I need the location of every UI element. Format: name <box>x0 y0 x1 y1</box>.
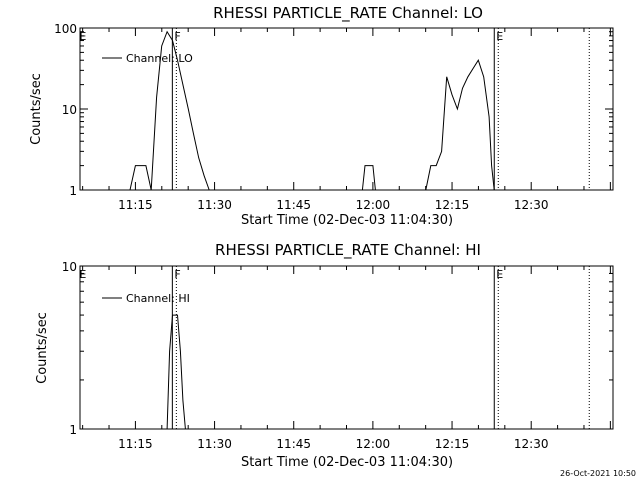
panel-lo-legend: Channel: LO <box>102 52 193 65</box>
panel-lo-y-axis-label: Counts/sec <box>29 73 44 145</box>
panel-hi-plot-frame <box>79 265 614 430</box>
hi-y-tick-label: 10 <box>62 260 77 274</box>
panel-hi-x-axis-label: Start Time (02-Dec-03 11:04:30) <box>241 455 453 470</box>
lo-series-segment <box>129 30 210 191</box>
hi-x-tick-label: 12:30 <box>514 437 549 451</box>
lo-flag-label: E <box>79 30 86 43</box>
hi-x-tick-label: 12:15 <box>435 437 470 451</box>
panel-hi-title: RHESSI PARTICLE_RATE Channel: HI <box>215 241 481 260</box>
lo-x-tick-label: 11:15 <box>118 198 153 212</box>
panel-hi-series <box>166 314 186 430</box>
lo-y-tick-label: 10 <box>62 103 77 117</box>
lo-x-tick-label: 12:15 <box>435 198 470 212</box>
hi-flag-label: E <box>79 268 86 281</box>
lo-x-tick-label: 11:45 <box>276 198 311 212</box>
lo-x-tick-label: 12:00 <box>356 198 391 212</box>
panel-hi: RHESSI PARTICLE_RATE Channel: HI 1 10 11:… <box>35 241 614 470</box>
lo-flag-label: F <box>174 30 180 43</box>
lo-y-tick-label: 100 <box>54 22 77 36</box>
panel-hi-y-axis-label: Counts/sec <box>35 312 50 384</box>
panel-hi-legend: Channel: HI <box>102 292 190 305</box>
lo-x-tick-label: 12:30 <box>514 198 549 212</box>
lo-series-segment <box>361 165 376 191</box>
lo-flag-label: E <box>496 30 503 43</box>
panel-lo-x-ticks: 11:15 11:30 11:45 12:00 12:15 12:30 <box>82 28 611 212</box>
panel-hi-y-ticks: 1 10 <box>62 260 613 437</box>
hi-series-segment <box>166 314 186 430</box>
panel-lo-title: RHESSI PARTICLE_RATE Channel: LO <box>213 4 483 23</box>
lo-series-segment <box>425 59 495 191</box>
hi-flag-label: F <box>174 268 180 281</box>
panel-hi-legend-label: Channel: HI <box>126 292 190 305</box>
footer-timestamp: 26-Oct-2021 10:50 <box>560 469 636 478</box>
panel-lo-x-axis-label: Start Time (02-Dec-03 11:04:30) <box>241 213 453 228</box>
hi-y-tick-label: 1 <box>69 423 77 437</box>
panel-lo-series <box>129 30 495 191</box>
lo-x-tick-label: 11:30 <box>197 198 232 212</box>
panel-hi-x-ticks: 11:15 11:30 11:45 12:00 12:15 12:30 <box>82 266 611 451</box>
hi-x-tick-label: 11:30 <box>197 437 232 451</box>
panel-lo-y-ticks: 1 10 100 <box>54 22 613 198</box>
hi-x-tick-label: 11:15 <box>118 437 153 451</box>
hi-flag-label: E <box>496 268 503 281</box>
lo-y-tick-label: 1 <box>69 184 77 198</box>
panel-lo: RHESSI PARTICLE_RATE Channel: LO 110100 … <box>29 4 614 228</box>
hi-x-tick-label: 12:00 <box>356 437 391 451</box>
hi-x-tick-label: 11:45 <box>276 437 311 451</box>
